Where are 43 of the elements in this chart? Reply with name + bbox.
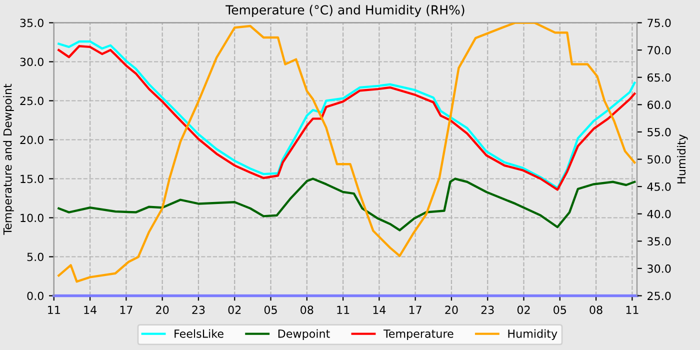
x-tick-label: 08 bbox=[300, 306, 314, 314]
y-tick-label: 10.0 bbox=[20, 214, 44, 222]
legend-label: Humidity bbox=[508, 329, 558, 340]
y2-tick-label: 55.0 bbox=[648, 128, 671, 136]
x-tick-label: 14 bbox=[373, 306, 386, 314]
y2-tick-label: 65.0 bbox=[648, 73, 671, 82]
y2-tick-label: 70.0 bbox=[648, 46, 671, 54]
x-tick-label: 17 bbox=[120, 306, 132, 314]
y-tick-label: 30.0 bbox=[20, 58, 44, 66]
y-tick-label: 35.0 bbox=[20, 18, 44, 28]
x-tick-label: 17 bbox=[409, 306, 422, 314]
x-tick-label: 23 bbox=[481, 306, 494, 314]
x-tick-label: 05 bbox=[264, 306, 277, 314]
legend-label: FeelsLike bbox=[174, 329, 224, 338]
legend-label: Temperature bbox=[383, 330, 454, 340]
x-tick-label: 02 bbox=[517, 306, 530, 314]
legend-label: Dewpoint bbox=[278, 329, 330, 340]
y2-tick-label: 45.0 bbox=[647, 182, 671, 191]
x-tick-label: 02 bbox=[228, 306, 241, 314]
y2-tick-label: 35.0 bbox=[648, 237, 671, 246]
x-tick-label: 05 bbox=[554, 306, 566, 314]
y-tick-label: 25.0 bbox=[20, 96, 44, 106]
y2-tick-label: 25.0 bbox=[648, 292, 671, 300]
y2-tick-label: 50.0 bbox=[648, 155, 671, 164]
y-axis-title: Temperature and Dewpoint bbox=[3, 84, 14, 235]
y-tick-label: 0.0 bbox=[27, 292, 44, 300]
y-tick-label: 5.0 bbox=[27, 252, 44, 262]
x-tick-label: 08 bbox=[590, 306, 602, 314]
y-tick-label: 20.0 bbox=[20, 136, 44, 144]
x-tick-label: 23 bbox=[192, 306, 205, 314]
y-tick-label: 15.0 bbox=[20, 174, 44, 184]
y2-tick-label: 40.0 bbox=[647, 210, 671, 218]
x-tick-label: 11 bbox=[337, 306, 350, 314]
y2-axis-title: Humidity bbox=[677, 134, 688, 184]
chart-title: Temperature (°C) and Humidity (RH%) bbox=[226, 4, 464, 18]
y2-tick-label: 75.0 bbox=[648, 18, 671, 28]
x-tick-label: 14 bbox=[84, 306, 96, 314]
y2-tick-label: 30.0 bbox=[648, 264, 671, 273]
y2-tick-label: 60.0 bbox=[648, 100, 671, 110]
x-tick-label: 11 bbox=[48, 306, 60, 314]
x-tick-label: 20 bbox=[445, 306, 458, 314]
x-tick-label: 11 bbox=[626, 306, 638, 314]
x-tick-label: 20 bbox=[156, 306, 169, 314]
